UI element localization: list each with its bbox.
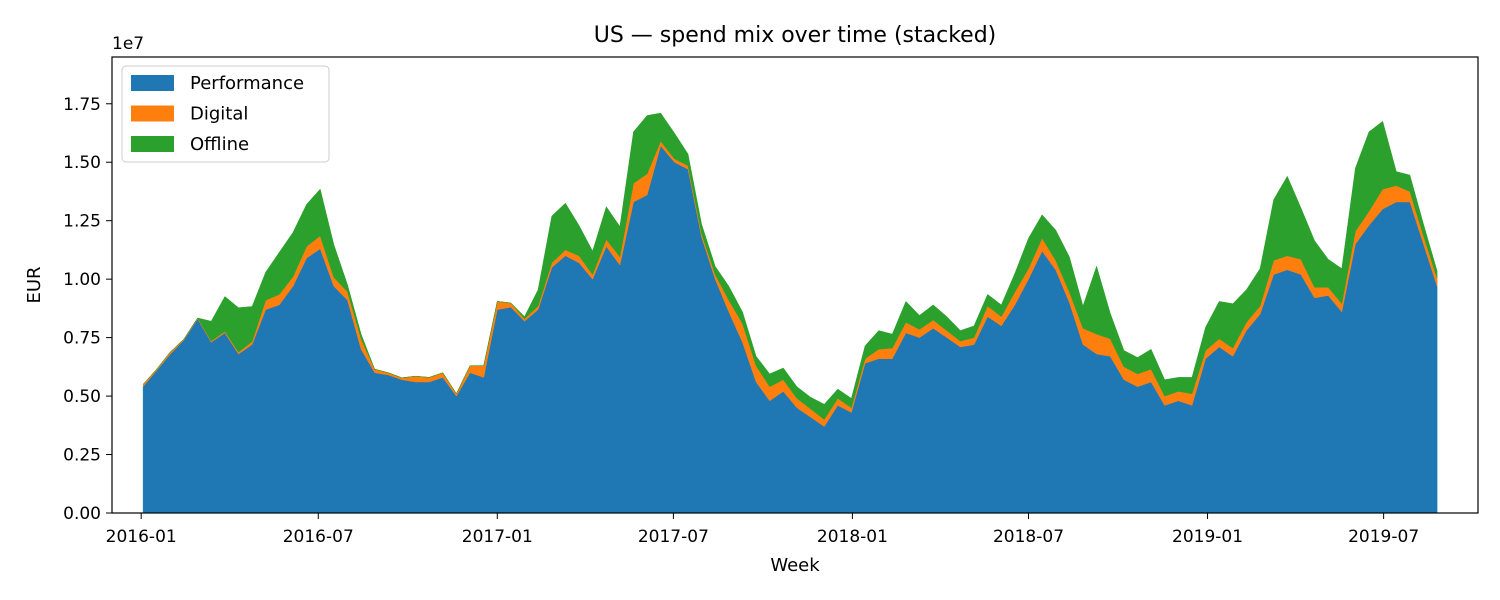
plot-frame <box>111 56 1479 514</box>
x-axis: 2016-01 2016-07 2017-01 2017-07 2018-01 2018-… <box>106 513 1419 547</box>
chart-title: US — spend mix over time (stacked) <box>594 23 997 48</box>
plot-area <box>142 112 1438 514</box>
x-axis-label: Week <box>770 555 820 576</box>
x-tick-label: 2018-01 <box>817 527 888 547</box>
x-tick-label: 2016-07 <box>283 527 354 547</box>
x-tick-label: 2017-01 <box>462 527 533 547</box>
x-tick-label: 2019-07 <box>1348 527 1419 547</box>
y-axis-label: EUR <box>24 266 45 303</box>
legend-swatch-digital <box>131 105 174 122</box>
y-offset-label: 1e7 <box>112 34 144 54</box>
y-tick-label: 1.25 <box>63 212 101 232</box>
legend-label-digital: Digital <box>190 104 248 125</box>
legend-label-offline: Offline <box>190 134 249 155</box>
x-tick-label: 2018-07 <box>993 527 1064 547</box>
legend: Performance Digital Offline <box>121 65 330 163</box>
legend-swatch-performance <box>131 75 174 91</box>
legend-swatch-offline <box>131 136 174 152</box>
y-tick-label: 0.75 <box>63 329 101 349</box>
x-tick-label: 2016-01 <box>106 527 177 547</box>
y-tick-label: 1.75 <box>63 95 101 115</box>
y-tick-label: 0.00 <box>63 504 101 524</box>
y-tick-label: 0.50 <box>63 387 101 407</box>
y-tick-label: 1.50 <box>63 153 101 173</box>
y-axis: 0.00 0.25 0.50 0.75 1.00 1.25 1.50 1.75 <box>63 95 112 524</box>
legend-label-performance: Performance <box>190 73 304 94</box>
area-series-offline <box>142 112 1438 420</box>
x-tick-label: 2019-01 <box>1172 527 1243 547</box>
y-tick-label: 1.00 <box>63 270 101 290</box>
y-tick-label: 0.25 <box>63 446 101 466</box>
x-tick-label: 2017-07 <box>638 527 709 547</box>
